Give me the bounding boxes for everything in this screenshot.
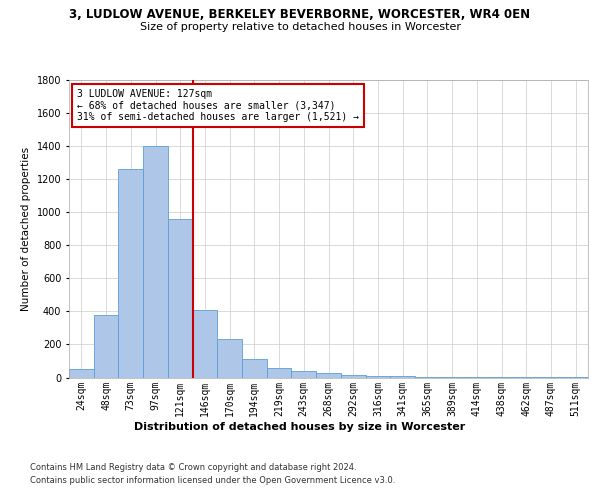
Bar xyxy=(316,374,341,378)
Bar xyxy=(118,169,143,378)
Bar xyxy=(69,369,94,378)
Bar xyxy=(267,368,292,378)
Bar xyxy=(292,371,316,378)
Bar xyxy=(168,219,193,378)
Bar xyxy=(390,376,415,378)
Bar xyxy=(242,360,267,378)
Bar xyxy=(341,375,365,378)
Bar xyxy=(440,376,464,378)
Bar xyxy=(217,340,242,378)
Text: Size of property relative to detached houses in Worcester: Size of property relative to detached ho… xyxy=(139,22,461,32)
Y-axis label: Number of detached properties: Number of detached properties xyxy=(21,146,31,311)
Text: Contains public sector information licensed under the Open Government Licence v3: Contains public sector information licen… xyxy=(30,476,395,485)
Text: Contains HM Land Registry data © Crown copyright and database right 2024.: Contains HM Land Registry data © Crown c… xyxy=(30,462,356,471)
Text: Distribution of detached houses by size in Worcester: Distribution of detached houses by size … xyxy=(134,422,466,432)
Bar xyxy=(415,376,440,378)
Text: 3, LUDLOW AVENUE, BERKELEY BEVERBORNE, WORCESTER, WR4 0EN: 3, LUDLOW AVENUE, BERKELEY BEVERBORNE, W… xyxy=(70,8,530,20)
Bar xyxy=(143,146,168,378)
Bar xyxy=(193,310,217,378)
Text: 3 LUDLOW AVENUE: 127sqm
← 68% of detached houses are smaller (3,347)
31% of semi: 3 LUDLOW AVENUE: 127sqm ← 68% of detache… xyxy=(77,89,359,122)
Bar xyxy=(94,314,118,378)
Bar xyxy=(365,376,390,378)
